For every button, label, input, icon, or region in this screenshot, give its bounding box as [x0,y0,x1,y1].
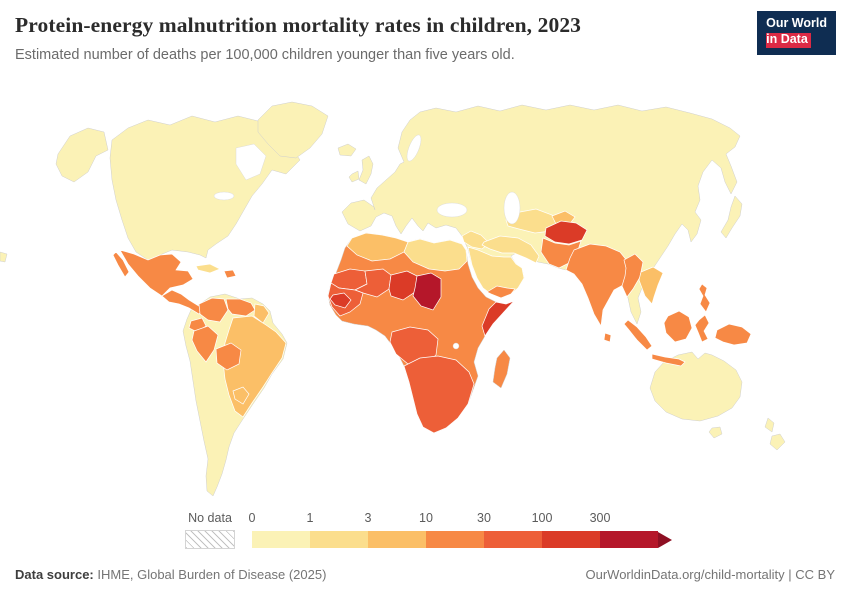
region-bolivia[interactable] [215,342,242,371]
region-sulawesi[interactable] [694,314,710,343]
region-sri-lanka[interactable] [603,332,612,343]
data-source-value: IHME, Global Burden of Disease (2025) [93,567,327,582]
region-mexico[interactable] [119,249,194,297]
region-greenland[interactable] [257,101,329,159]
owid-logo-accent: in Data [766,32,811,48]
attribution-link[interactable]: OurWorldinData.org/child-mortality | CC … [585,567,836,582]
region-central-america[interactable] [161,289,205,315]
region-australia[interactable] [649,351,743,422]
data-source: Data source: IHME, Global Burden of Dise… [15,567,326,582]
region-cuba[interactable] [195,263,221,274]
region-japan[interactable] [720,195,743,239]
region-new-zealand-south[interactable] [769,433,786,451]
legend-arrow [658,531,672,548]
region-myanmar[interactable] [621,253,644,298]
data-source-label: Data source: [15,567,94,582]
region-paraguay[interactable] [232,386,250,405]
lake-victoria [452,342,460,350]
owid-logo-line1: Our World [766,16,827,30]
region-java[interactable] [651,353,686,367]
region-new-zealand-north[interactable] [764,417,775,433]
no-data-swatch[interactable] [185,530,235,549]
region-new-guinea[interactable] [714,323,752,346]
region-ireland[interactable] [348,170,360,183]
region-indochina[interactable] [638,266,664,305]
region-united-kingdom[interactable] [358,155,374,185]
world-map [0,101,786,497]
region-guinea[interactable] [329,292,352,309]
legend-tick-100: 100 [531,511,553,525]
caspian-sea [503,191,521,225]
legend-segment-300plus[interactable] [600,531,658,548]
legend-tick-300: 300 [589,511,611,525]
region-colombia[interactable] [198,297,229,323]
region-yemen[interactable] [486,285,516,299]
legend-tick-3: 3 [364,511,372,525]
page-subtitle: Estimated number of deaths per 100,000 c… [15,47,515,63]
region-tajikistan[interactable] [551,210,576,226]
legend-segment-100-300[interactable] [542,531,600,548]
legend-tick-10: 10 [419,511,433,525]
legend-tick-30: 30 [477,511,491,525]
region-venezuela[interactable] [225,298,256,317]
region-guyanas[interactable] [253,303,270,324]
region-pacific-sliver[interactable] [0,251,8,263]
legend-labels: No data 0 1 3 10 30 100 300 [185,511,685,527]
region-somalia[interactable] [481,300,515,337]
region-afghanistan[interactable] [544,220,588,245]
region-madagascar[interactable] [492,349,511,389]
region-iran[interactable] [481,235,540,264]
region-libya-egypt[interactable] [403,238,468,272]
region-arabia[interactable] [467,246,525,299]
legend-tick-0: 0 [248,511,256,525]
owid-logo[interactable]: Our World in Data [757,11,836,55]
legend-segment-3-10[interactable] [368,531,426,548]
page-title: Protein-energy malnutrition mortality ra… [15,13,582,37]
region-peru[interactable] [191,325,219,363]
legend-segment-30-100[interactable] [484,531,542,548]
region-iceland[interactable] [337,143,357,157]
region-mali[interactable] [354,268,392,298]
region-chad[interactable] [412,272,442,311]
legend-segment-1-3[interactable] [310,531,368,548]
footer: Data source: IHME, Global Burden of Dise… [15,567,835,582]
region-niger[interactable] [388,270,418,301]
region-philippines[interactable] [698,283,711,313]
region-hispaniola[interactable] [223,269,237,279]
baltic-sea [406,134,422,162]
legend-segment-10-30[interactable] [426,531,484,548]
legend-bar [185,530,685,549]
region-india[interactable] [565,243,629,328]
black-sea [436,202,468,218]
great-lakes [213,191,235,201]
region-sumatra[interactable] [623,319,653,351]
region-tasmania[interactable] [708,426,723,439]
region-alaska[interactable] [55,127,109,183]
legend-tick-1: 1 [306,511,314,525]
region-baja-california[interactable] [112,251,130,278]
region-southern-africa[interactable] [403,355,475,434]
map-legend: No data 0 1 3 10 30 100 300 [185,511,685,549]
region-borneo[interactable] [663,310,693,343]
no-data-label: No data [188,511,232,525]
legend-segment-0-1[interactable] [252,531,310,548]
hudson-bay [235,143,267,181]
